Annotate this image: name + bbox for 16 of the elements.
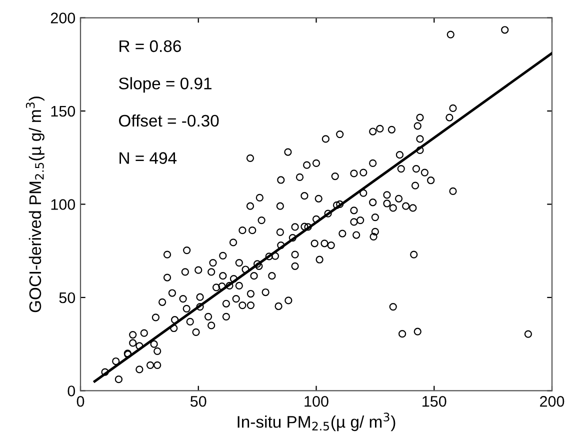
- x-tick-label: 50: [190, 396, 206, 407]
- y-tick-label: 200: [50, 12, 76, 24]
- x-axis-title: In-situ PM$_{2.5}$(µ g/ m$^{3}$): [238, 412, 396, 432]
- x-tick-label: 0: [76, 396, 84, 407]
- annotation: N = 494: [120, 152, 177, 164]
- y-tick-label: 50: [59, 292, 76, 304]
- y-axis-title: GOCI-derived PM$_{2.5}$(µ g/ m$^{3}$): [26, 96, 44, 312]
- x-tick-label: 200: [540, 396, 564, 407]
- y-tick-label: 150: [51, 106, 76, 117]
- annotation: R = 0.86: [120, 40, 181, 52]
- annotation: Slope = 0.91: [118, 77, 212, 93]
- annotation: Offset = -0.30: [119, 114, 219, 127]
- y-tick-label: 100: [51, 199, 76, 210]
- x-tick-label: 100: [304, 396, 328, 407]
- x-tick-label: 150: [422, 396, 446, 407]
- y-tick-label: 0: [68, 386, 76, 396]
